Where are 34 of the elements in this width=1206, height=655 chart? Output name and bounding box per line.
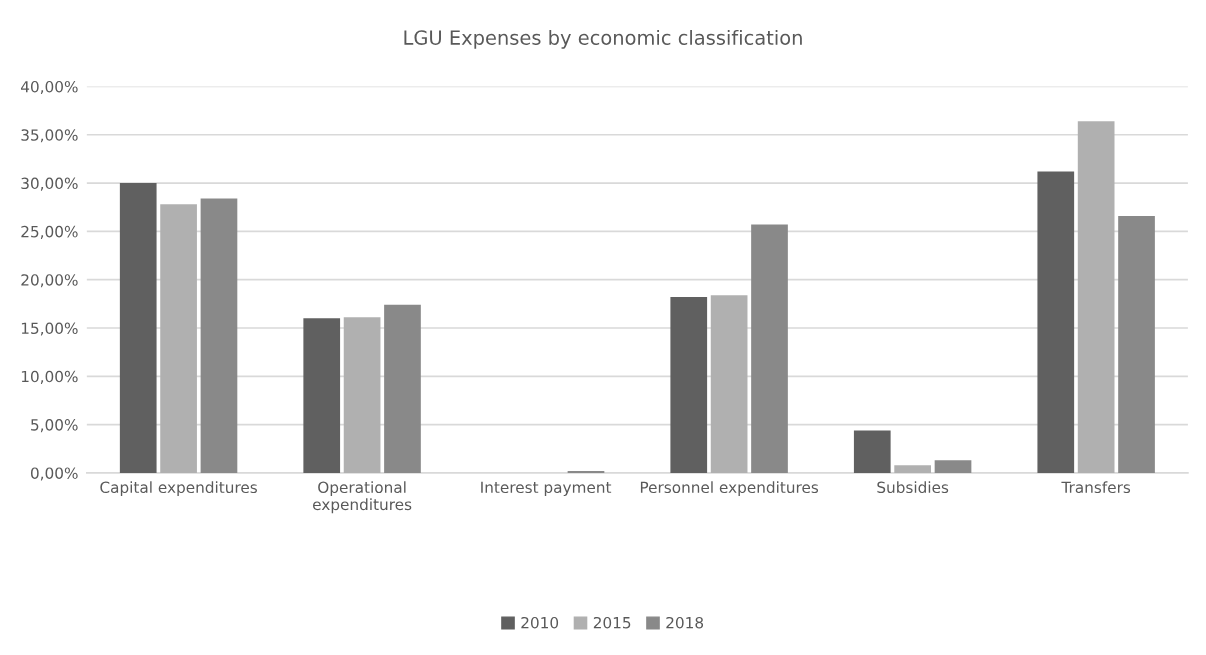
x-tick-label: Subsidies xyxy=(877,481,949,494)
y-tick-label: 5,00% xyxy=(31,419,78,433)
x-tick-label: Transfers xyxy=(1061,481,1131,494)
legend-label: 2015 xyxy=(593,616,631,629)
bar xyxy=(200,198,238,473)
legend-label: 2018 xyxy=(666,616,704,629)
bar xyxy=(894,465,931,473)
y-tick-label: 0,00% xyxy=(30,467,78,481)
y-tick-label: 40,00% xyxy=(20,80,78,95)
y-tick-label: 15,00% xyxy=(21,322,78,336)
bar xyxy=(853,430,891,473)
x-tick-label: Capital expenditures xyxy=(100,481,257,497)
bar xyxy=(160,204,197,473)
bar xyxy=(751,224,788,473)
x-tick-label: Personnel expenditures xyxy=(640,481,819,497)
x-tick-label: Operational expenditures xyxy=(313,481,412,514)
bar xyxy=(119,183,157,473)
bar xyxy=(384,304,421,473)
y-tick-label: 10,00% xyxy=(21,370,78,384)
y-tick-label: 25,00% xyxy=(21,225,78,239)
bar xyxy=(1077,121,1115,473)
bar xyxy=(670,297,708,473)
bar xyxy=(710,295,748,473)
bar xyxy=(1118,215,1155,473)
y-tick-label: 35,00% xyxy=(21,129,78,143)
x-tick-label: Interest payment xyxy=(481,481,612,497)
bar xyxy=(1037,171,1075,473)
bar xyxy=(343,317,381,473)
legend-label: 2010 xyxy=(521,616,559,629)
y-tick-label: 30,00% xyxy=(21,177,78,191)
bar xyxy=(934,460,972,473)
y-tick-label: 20,00% xyxy=(21,274,78,288)
bar xyxy=(303,318,341,473)
chart-title: LGU Expenses by economic classification xyxy=(404,29,802,49)
